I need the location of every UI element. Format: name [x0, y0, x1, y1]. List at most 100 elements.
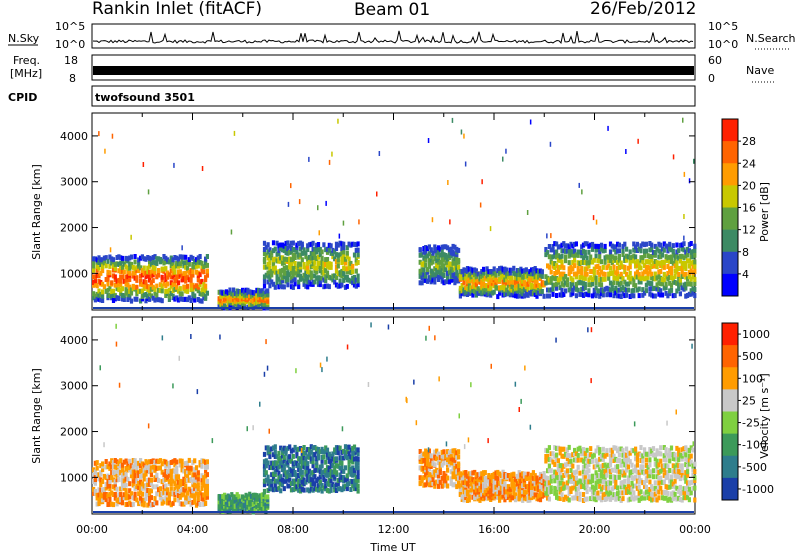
echo-cell	[492, 289, 496, 295]
echo-cell	[187, 495, 191, 501]
echo-cell	[422, 458, 426, 463]
echo-cell	[309, 281, 313, 287]
echo-cell	[438, 464, 442, 470]
echo-cell	[182, 468, 186, 474]
echo-cell	[576, 496, 580, 502]
echo-cell	[512, 288, 516, 294]
echo-cell	[191, 488, 195, 494]
echo-cell	[675, 445, 679, 451]
echo-scatter	[118, 382, 121, 388]
echo-cell	[603, 255, 607, 261]
echo-cell	[474, 277, 478, 283]
echo-cell	[515, 278, 519, 284]
echo-cell	[162, 499, 166, 505]
echo-cell	[637, 279, 641, 285]
echo-cell	[160, 461, 164, 467]
echo-scatter	[672, 154, 675, 160]
echo-cell	[120, 495, 125, 501]
echo-cell	[354, 268, 358, 274]
echo-cell	[506, 282, 511, 288]
echo-cell	[614, 475, 618, 480]
echo-cell	[128, 500, 132, 506]
echo-cell	[623, 484, 627, 490]
echo-cell	[480, 290, 484, 296]
echo-cell	[515, 473, 519, 479]
echo-cell	[205, 494, 209, 500]
echo-cell	[501, 474, 505, 480]
echo-cell	[689, 459, 693, 465]
echo-cell	[655, 474, 659, 480]
echo-cell	[562, 241, 566, 247]
echo-cell	[664, 447, 668, 453]
echo-cell	[471, 267, 475, 273]
echo-cell	[538, 484, 543, 490]
echo-cell	[352, 278, 357, 284]
echo-cell	[191, 482, 195, 488]
echo-cell	[124, 471, 128, 477]
echo-cell	[297, 462, 301, 468]
echo-cell	[510, 287, 514, 293]
echo-cell	[97, 265, 101, 271]
echo-scatter	[490, 363, 492, 369]
echo-cell	[581, 260, 586, 266]
echo-cell	[467, 474, 471, 480]
echo-cell	[320, 455, 324, 460]
echo-cell	[678, 469, 682, 475]
echo-cell	[583, 260, 587, 265]
echo-cell	[503, 284, 507, 290]
echo-cell	[621, 452, 625, 458]
echo-cell	[129, 261, 134, 267]
echo-cell	[533, 266, 537, 271]
echo-cell	[590, 495, 595, 501]
echo-cell	[677, 451, 681, 457]
echo-scatter	[445, 441, 448, 447]
echo-cell	[598, 478, 602, 484]
echo-cell	[146, 273, 150, 279]
echo-cell	[173, 278, 177, 284]
echo-cell	[338, 445, 342, 451]
echo-cell	[540, 289, 544, 294]
echo-cell	[601, 452, 605, 458]
echo-cell	[309, 255, 313, 261]
echo-cell	[266, 288, 270, 294]
echo-cell	[446, 457, 450, 462]
echo-scatter	[428, 325, 430, 331]
echo-cell	[664, 489, 668, 495]
echo-cell	[581, 469, 586, 475]
echo-cell	[356, 465, 360, 471]
echo-cell	[131, 474, 135, 480]
echo-cell	[329, 453, 333, 459]
echo-cell	[650, 491, 654, 497]
echo-cell	[587, 249, 591, 255]
echo-cell	[178, 482, 182, 488]
echo-cell	[594, 243, 598, 249]
echo-cell	[659, 475, 663, 481]
echo-cell	[149, 495, 153, 501]
echo-cell	[309, 444, 313, 450]
echo-cell	[480, 471, 484, 477]
echo-cell	[499, 274, 503, 280]
echo-cell	[587, 462, 591, 468]
echo-cell	[178, 261, 182, 267]
echo-scatter	[99, 365, 101, 371]
echo-cell	[113, 293, 117, 299]
echo-cell	[266, 474, 270, 480]
echo-cell	[333, 484, 337, 489]
echo-cell	[230, 291, 234, 297]
echo-cell	[266, 450, 270, 456]
echo-cell	[273, 463, 277, 468]
echo-cell	[565, 243, 569, 249]
echo-cell	[295, 447, 299, 453]
echo-cell	[522, 492, 527, 498]
echo-cell	[106, 293, 110, 299]
echo-cell	[608, 458, 613, 464]
echo-cell	[97, 293, 101, 299]
echo-cell	[637, 271, 641, 277]
echo-cell	[555, 281, 559, 287]
echo-cell	[297, 478, 301, 484]
echo-cell	[157, 487, 161, 493]
echo-cell	[531, 290, 535, 296]
echo-cell	[115, 477, 119, 483]
echo-cell	[148, 263, 152, 269]
echo-cell	[687, 274, 691, 280]
